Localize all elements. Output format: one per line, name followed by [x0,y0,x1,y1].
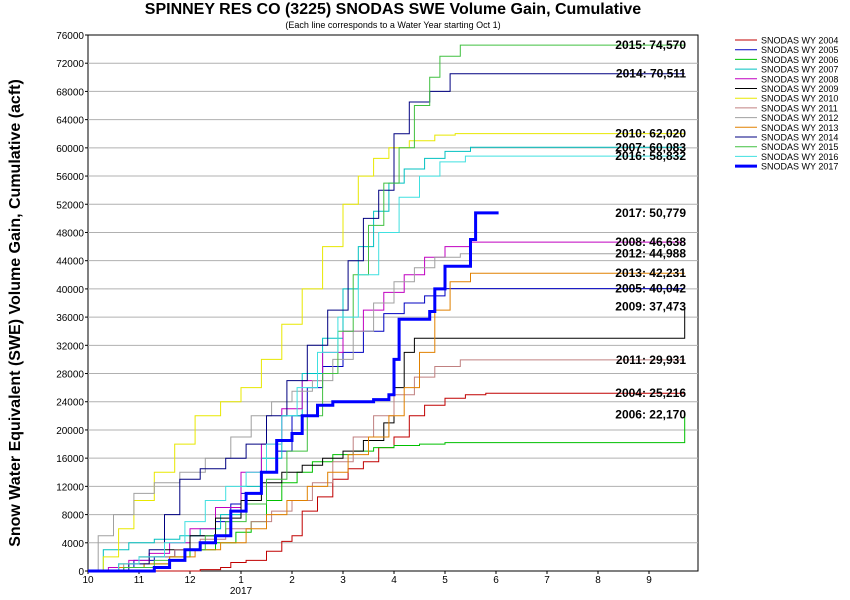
series-line [88,241,685,572]
x-tick-label: 12 [184,575,196,586]
chart-title: SPINNEY RES CO (3225) SNODAS SWE Volume … [144,1,642,18]
series-end-label: 2009: 37,473 [615,300,686,314]
x-year-label: 2017 [230,586,253,597]
legend-label: SNODAS WY 2008 [761,74,838,84]
series-end-label: 2016: 58,832 [615,149,686,163]
y-tick-label: 76000 [56,31,84,42]
y-tick-label: 20000 [56,426,84,437]
legend-label: SNODAS WY 2005 [761,45,838,55]
series-line [88,155,685,572]
legend-label: SNODAS WY 2009 [761,84,838,94]
legend-label: SNODAS WY 2011 [761,103,838,113]
y-tick-label: 72000 [56,59,84,70]
legend-label: SNODAS WY 2014 [761,133,838,143]
y-tick-label: 44000 [56,257,84,268]
x-tick-label: 8 [595,575,601,586]
y-tick-label: 12000 [56,482,84,493]
legend-label: SNODAS WY 2010 [761,94,838,104]
x-tick-label: 11 [134,575,145,586]
x-tick-label: 3 [340,575,346,586]
legend-label: SNODAS WY 2006 [761,55,838,65]
series-end-label: 2008: 46,638 [615,235,686,249]
series-end-label: 2011: 29,931 [616,353,686,367]
x-tick-label: 9 [646,575,652,586]
y-tick-label: 56000 [56,172,84,183]
y-tick-label: 4000 [62,539,85,550]
x-tick-label: 6 [493,575,499,586]
y-tick-label: 8000 [62,511,85,522]
legend-label: SNODAS WY 2016 [761,152,838,162]
x-tick-label: 2 [289,575,295,586]
chart-subtitle: (Each line corresponds to a Water Year s… [285,20,501,30]
series-end-label: 2007: 60,083 [615,140,686,154]
series-end-label: 2006: 22,170 [615,408,686,422]
series-line [88,211,499,573]
y-tick-label: 68000 [56,87,84,98]
legend-label: SNODAS WY 2015 [761,142,838,152]
series-line [88,392,685,572]
y-tick-label: 40000 [56,285,84,296]
x-tick-label: 5 [442,575,448,586]
legend-label: SNODAS WY 2012 [761,113,838,123]
series-end-label: 2014: 70,511 [616,67,686,81]
series-line [88,253,685,572]
x-tick-label: 1 [238,575,244,586]
x-tick-label: 7 [544,575,550,586]
x-tick-label: 10 [82,575,94,586]
y-tick-label: 52000 [56,200,84,211]
series-end-label: 2015: 74,570 [615,38,686,52]
series-line [88,73,685,572]
y-tick-label: 16000 [56,454,84,465]
series-end-label: 2017: 50,779 [615,206,686,220]
series-end-label: 2010: 62,020 [615,127,686,141]
y-tick-label: 32000 [56,341,84,352]
legend-label: SNODAS WY 2007 [761,65,838,75]
y-tick-label: 36000 [56,313,84,324]
series-end-label: 2005: 40,042 [615,282,686,296]
series-line [88,272,685,572]
y-tick-label: 48000 [56,228,84,239]
x-tick-label: 4 [391,575,397,586]
series-end-label: 2004: 25,216 [615,386,686,400]
series-end-label: 2012: 44,988 [615,247,686,261]
legend-label: SNODAS WY 2017 [761,162,838,172]
y-tick-label: 0 [78,567,84,578]
y-tick-label: 60000 [56,144,84,155]
y-tick-label: 28000 [56,370,84,381]
y-tick-label: 24000 [56,398,84,409]
legend-label: SNODAS WY 2004 [761,36,838,46]
y-tick-label: 64000 [56,116,84,127]
legend-label: SNODAS WY 2013 [761,123,838,133]
series-end-label: 2013: 42,231 [615,266,686,280]
